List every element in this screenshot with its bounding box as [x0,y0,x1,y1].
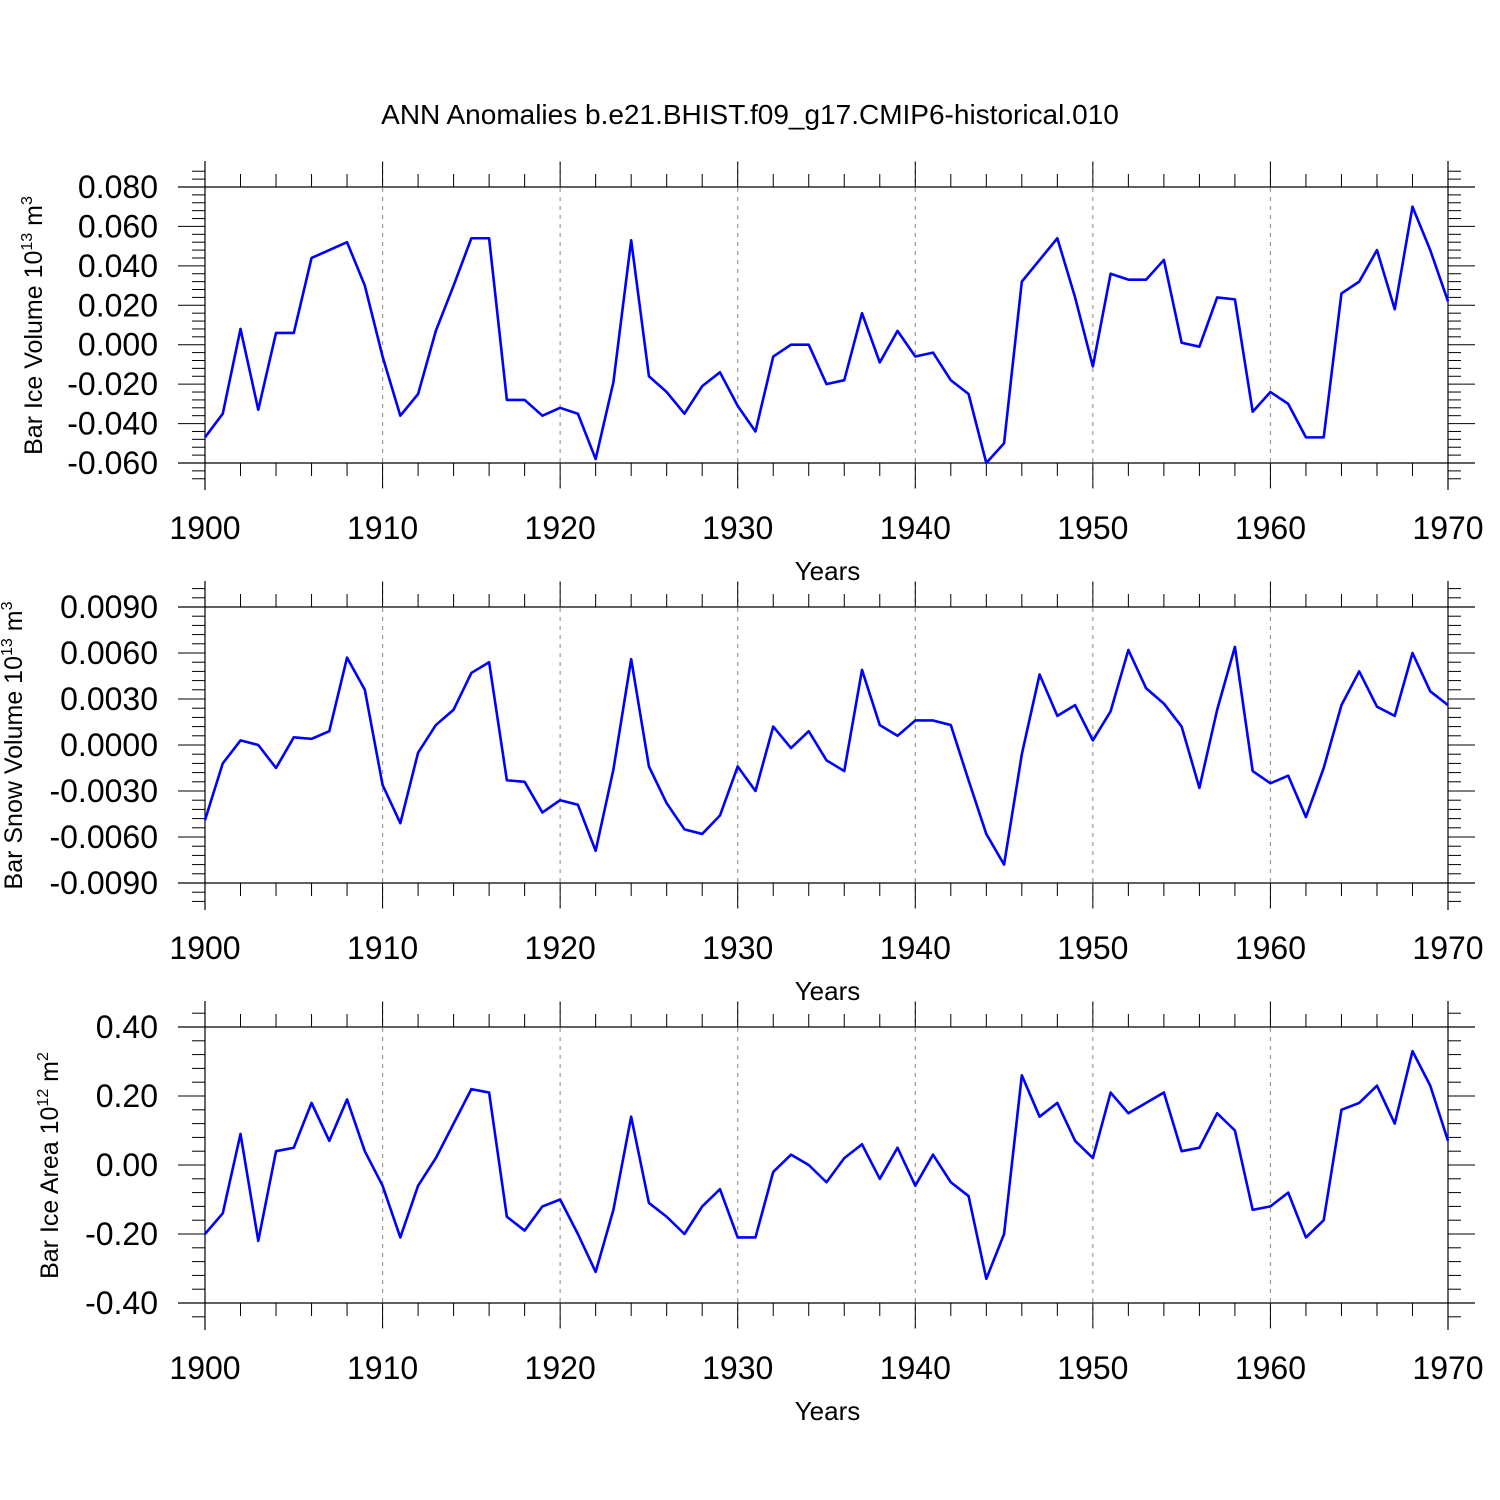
series-line [204,1049,1450,1281]
y-axis-label: Bar Ice Area 1012 m2 [35,1052,64,1279]
x-tick-label: 1940 [880,510,951,546]
x-tick-label: 1900 [169,930,240,966]
y-tick-label: -0.0060 [49,819,158,855]
x-tick-label: 1950 [1057,1350,1128,1386]
y-tick-label: 0.0090 [60,589,158,625]
y-axis-label-unit: m [0,610,28,638]
x-tick-label: 1920 [525,930,596,966]
x-tick-label: 1930 [702,1350,773,1386]
y-tick-label: 0.20 [96,1078,158,1114]
x-tick-label: 1920 [525,1350,596,1386]
x-tick-label: 1950 [1057,930,1128,966]
x-tick-label: 1910 [347,510,418,546]
y-tick-label: -0.0090 [49,865,158,901]
x-axis-label: Years [795,976,861,1006]
y-tick-label: 0.080 [78,169,158,205]
x-tick-label: 1940 [880,930,951,966]
x-tick-label: 1930 [702,510,773,546]
x-tick-label: 1910 [347,930,418,966]
figure-title: ANN Anomalies b.e21.BHIST.f09_g17.CMIP6-… [381,99,1119,130]
x-tick-label: 1920 [525,510,596,546]
panel-ice-volume: 1900 1910 1920 1930 1940 1950 1960 1970 Years -0.… [19,161,1484,586]
x-tick-label: 1940 [880,1350,951,1386]
y-tick-label: 0.020 [78,287,158,323]
x-tick-label: 1960 [1235,930,1306,966]
x-tick-label: 1910 [347,1350,418,1386]
y-tick-label: 0.40 [96,1009,158,1045]
x-tick-label: 1950 [1057,510,1128,546]
x-tick-label: 1900 [169,510,240,546]
y-tick-label: 0.040 [78,248,158,284]
panel-ice-area: 1900 1910 1920 1930 1940 1950 1960 1970 Years -0.… [35,1001,1484,1426]
x-tick-label: 1970 [1412,510,1483,546]
y-tick-label: 0.0060 [60,635,158,671]
y-axis-label-text: Bar Ice Volume 10 [20,251,48,455]
y-axis-label-text: Bar Ice Area 10 [36,1107,64,1279]
x-axis-label: Years [795,1396,861,1426]
y-axis-label-exponent: 13 [0,638,16,656]
x-tick-label: 1970 [1412,930,1483,966]
y-axis-label: Bar Snow Volume 1013 m3 [0,601,28,889]
y-axis-label-unit: m [20,205,48,233]
y-axis-label-unit: m [36,1061,64,1089]
y-tick-label: -0.040 [67,406,158,442]
y-tick-label: 0.0000 [60,727,158,763]
y-tick-label: -0.40 [85,1285,158,1321]
y-axis-label-text: Bar Snow Volume 10 [0,656,28,889]
y-axis-label-exponent: 12 [35,1089,52,1107]
y-axis-label-unit-exponent: 3 [0,601,16,610]
x-tick-label: 1970 [1412,1350,1483,1386]
y-tick-label: 0.0030 [60,681,158,717]
y-axis-label-unit-exponent: 2 [35,1052,52,1061]
x-tick-label: 1930 [702,930,773,966]
panel-snow-volume: 1900 1910 1920 1930 1940 1950 1960 1970 Years -0.… [0,581,1484,1006]
y-axis-label: Bar Ice Volume 1013 m3 [19,196,48,455]
x-tick-label: 1960 [1235,1350,1306,1386]
y-tick-label: 0.00 [96,1147,158,1183]
series-line [203,645,1449,866]
x-tick-label: 1960 [1235,510,1306,546]
y-tick-label: 0.000 [78,327,158,363]
y-axis-label-exponent: 13 [19,233,36,251]
y-axis-label-unit-exponent: 3 [19,196,36,205]
y-tick-label: -0.060 [67,445,158,481]
series-line [203,205,1450,465]
x-tick-label: 1900 [169,1350,240,1386]
y-tick-label: 0.060 [78,208,158,244]
y-tick-label: -0.20 [85,1216,158,1252]
y-tick-label: -0.0030 [49,773,158,809]
x-axis-label: Years [795,556,861,586]
y-tick-label: -0.020 [67,366,158,402]
